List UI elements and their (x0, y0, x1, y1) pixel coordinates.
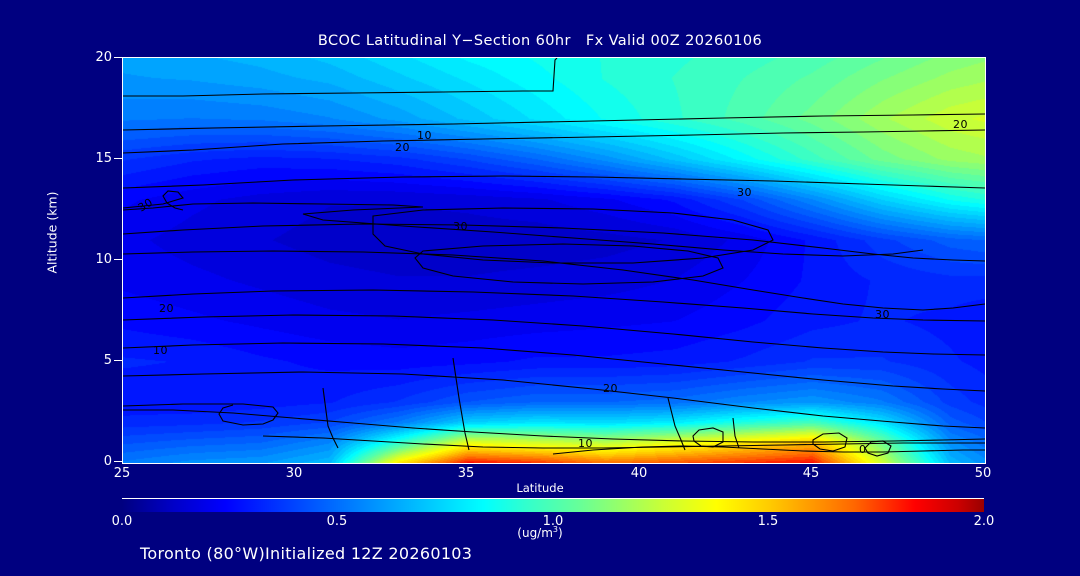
footer-caption: Toronto (80°W)Initialized 12Z 20260103 (140, 544, 473, 563)
contour-path (322, 387, 339, 449)
colorbar-units-close: ) (558, 526, 563, 540)
contour-lines (123, 58, 985, 457)
y-tick-mark (114, 360, 122, 361)
y-tick-label: 0 (103, 454, 112, 469)
contour-label-30-mid: 30 (737, 186, 752, 199)
contour-path (452, 357, 470, 451)
contour-label-20-topright: 20 (953, 118, 968, 131)
contour-path (123, 175, 985, 189)
colorbar-units-exponent: 3 (552, 525, 559, 534)
contour-path (123, 58, 558, 97)
y-axis-title: Altitude (km) (44, 191, 60, 274)
y-tick-mark (114, 461, 122, 462)
contour-label-10-top: 10 (417, 129, 432, 142)
contour-path (372, 207, 774, 264)
contour-label-20-upperleft: 20 (395, 141, 410, 154)
contour-path (123, 342, 985, 392)
contour-label-20-center: 20 (603, 382, 618, 395)
y-tick-label: 20 (95, 50, 112, 65)
colorbar-tick-label: 1.0 (542, 514, 564, 529)
contour-path (414, 243, 724, 285)
y-tick-mark (114, 57, 122, 58)
contour-label-0-surface: 0 (859, 443, 867, 456)
contour-labels: 10 20 20 30 30 30 30 20 10 20 10 0 (136, 118, 968, 456)
concentration-heatmap (123, 58, 985, 463)
contour-path (123, 223, 985, 262)
contour-path (123, 403, 279, 426)
colorbar-tick-label: 0.5 (326, 514, 348, 529)
page-title: BCOC Latitudinal Y−Section 60hr Fx Valid… (317, 33, 763, 49)
contour-label-30-right: 30 (875, 308, 890, 321)
x-tick-label: 50 (974, 466, 992, 481)
contour-overlay: 10 20 20 30 30 30 30 20 10 20 10 0 (123, 58, 985, 457)
colorbar: 0.0 0.5 1.0 1.5 2.0 (112, 498, 994, 529)
x-tick-label: 35 (457, 466, 475, 481)
contour-label-20-left-mid: 20 (159, 302, 174, 315)
contour-path (123, 129, 985, 154)
x-axis-title: Latitude (516, 481, 564, 495)
contour-path (123, 202, 924, 257)
y-tick-mark (114, 259, 122, 260)
x-tick-label: 30 (285, 466, 303, 481)
contour-path (552, 445, 985, 455)
contour-path (123, 314, 985, 356)
contour-path (692, 427, 724, 448)
colorbar-units-text: (ug/m (517, 526, 553, 540)
contour-path (123, 289, 985, 322)
contour-path (732, 417, 740, 449)
contour-path (123, 371, 985, 429)
x-tick-label: 45 (802, 466, 820, 481)
y-tick-label: 15 (95, 151, 112, 166)
contour-label-30-left: 30 (136, 196, 156, 215)
contour-path (123, 190, 184, 211)
contour-path (667, 397, 686, 451)
y-tick-label: 5 (103, 353, 112, 368)
colorbar-tick-label: 0.0 (111, 514, 133, 529)
contour-label-30-midleft: 30 (453, 220, 468, 233)
contour-path (123, 113, 985, 131)
y-tick-label: 10 (95, 252, 112, 267)
plot-area: 10 20 20 30 30 30 30 20 10 20 10 0 (122, 57, 986, 464)
x-tick-label: 40 (630, 466, 648, 481)
contour-path (123, 409, 985, 443)
y-tick-mark (114, 158, 122, 159)
x-tick-label: 25 (113, 466, 131, 481)
colorbar-units: (ug/m3) (0, 525, 1080, 540)
contour-label-10-surface: 10 (578, 437, 593, 450)
colorbar-tick-label: 1.5 (757, 514, 779, 529)
contour-label-10-left-mid: 10 (153, 344, 168, 357)
contour-path (812, 432, 848, 452)
colorbar-tick-label: 2.0 (973, 514, 995, 529)
contour-path (864, 440, 892, 457)
contour-path (123, 250, 985, 311)
colorbar-gradient (122, 498, 984, 512)
